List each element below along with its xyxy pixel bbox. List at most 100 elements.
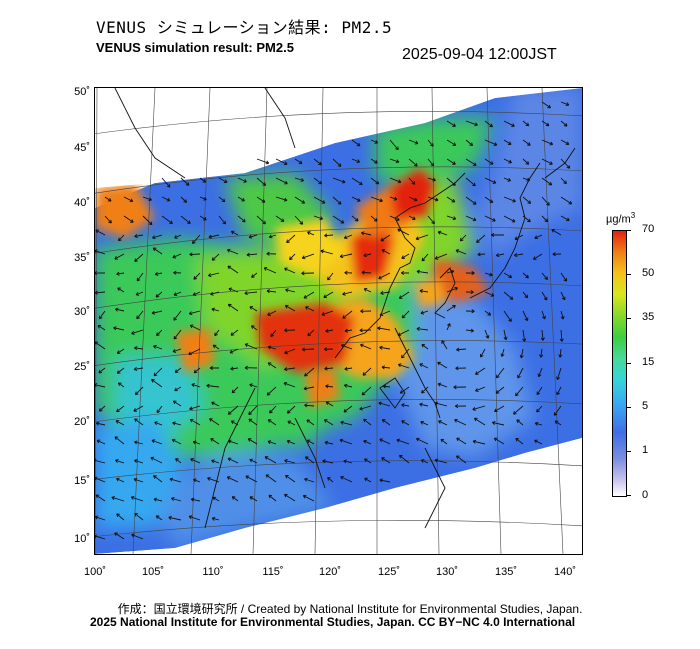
- wind-arrow: [116, 513, 125, 521]
- wind-arrow: [560, 177, 567, 185]
- wind-arrow: [133, 405, 144, 412]
- wind-arrow: [408, 177, 416, 185]
- wind-arrow: [427, 139, 434, 147]
- wind-arrow: [116, 405, 125, 413]
- wind-arrow: [515, 437, 524, 445]
- timestamp: 2025-09-04 12:00JST: [402, 46, 557, 63]
- wind-arrow: [301, 347, 315, 352]
- wind-arrow: [377, 326, 391, 331]
- wind-arrow: [237, 215, 246, 223]
- wind-arrow: [370, 139, 379, 144]
- wind-arrow: [560, 101, 570, 107]
- wind-arrow: [313, 196, 326, 204]
- colorbar: [612, 230, 627, 497]
- wind-arrow: [332, 196, 342, 205]
- wind-arrow: [211, 307, 220, 312]
- wind-arrow: [522, 196, 532, 204]
- wind-arrow: [503, 291, 514, 300]
- wind-arrow: [231, 386, 239, 394]
- wind-arrow: [396, 438, 410, 445]
- wind-arrow: [153, 344, 163, 350]
- wind-arrow: [408, 215, 416, 220]
- wind-arrow: [400, 270, 410, 275]
- wind-arrow: [553, 405, 562, 416]
- wind-arrow: [446, 139, 457, 146]
- coastlines: [114, 88, 576, 529]
- wind-arrow: [351, 177, 363, 186]
- wind-arrow: [231, 496, 239, 502]
- colorbar-tick-35: 35: [642, 311, 655, 323]
- wind-arrow: [267, 440, 277, 445]
- wind-arrow: [304, 456, 315, 464]
- wind-arrow: [265, 474, 277, 483]
- wind-arrow: [226, 476, 239, 483]
- wind-arrow: [294, 158, 303, 165]
- wind-arrow: [437, 382, 448, 388]
- wind-arrow: [294, 196, 306, 204]
- wind-arrow: [522, 139, 531, 146]
- wind-arrow: [267, 419, 277, 426]
- wind-arrow: [227, 405, 239, 415]
- wind-arrow: [116, 271, 125, 276]
- wind-arrow: [275, 215, 285, 222]
- wind-arrow: [190, 458, 201, 464]
- wind-arrow: [134, 512, 144, 521]
- wind-arrow: [554, 420, 562, 426]
- wind-arrow: [446, 196, 456, 203]
- wind-arrow: [134, 459, 144, 464]
- wind-arrow: [161, 196, 171, 202]
- wind-arrow: [556, 386, 562, 396]
- wind-arrow: [408, 196, 418, 202]
- wind-arrow: [174, 234, 182, 239]
- lat-tick-15: 15˚: [74, 475, 90, 487]
- wind-arrow: [465, 290, 474, 295]
- wind-arrow: [189, 252, 201, 257]
- wind-arrow: [537, 367, 543, 378]
- wind-arrow: [193, 478, 201, 483]
- wind-arrow: [438, 420, 448, 426]
- wind-arrow: [536, 405, 543, 413]
- wind-vectors: [95, 101, 573, 540]
- wind-arrow: [142, 215, 153, 226]
- wind-arrow: [95, 290, 106, 295]
- wind-arrow: [446, 286, 458, 293]
- wind-arrow: [516, 419, 524, 426]
- wind-arrow: [227, 265, 239, 274]
- wind-arrow: [123, 215, 134, 223]
- wind-arrow: [284, 459, 296, 464]
- wind-arrow: [284, 348, 296, 355]
- wind-arrow: [441, 340, 448, 350]
- wind-arrow: [343, 405, 353, 413]
- wind-arrow: [173, 291, 182, 296]
- wind-arrow: [172, 253, 182, 259]
- wind-arrow: [415, 234, 429, 241]
- wind-arrow: [172, 421, 182, 426]
- wind-arrow: [229, 348, 239, 354]
- wind-arrow: [401, 403, 410, 408]
- wind-arrow: [227, 248, 239, 255]
- wind-arrow: [465, 196, 477, 205]
- wind-arrow: [401, 253, 410, 259]
- wind-arrow: [453, 385, 467, 390]
- wind-arrow: [560, 291, 566, 301]
- wind-arrow: [323, 291, 334, 298]
- wind-arrow: [156, 329, 163, 336]
- title-english: VENUS simulation result: PM2.5: [96, 40, 294, 55]
- wind-arrow: [286, 439, 296, 445]
- lat-tick-50: 50˚: [74, 86, 90, 98]
- wind-arrow: [446, 269, 455, 274]
- wind-arrow: [307, 231, 315, 236]
- colorbar-tick-70: 70: [642, 223, 655, 235]
- wind-arrow: [379, 310, 391, 317]
- lat-tick-10: 10˚: [74, 533, 90, 545]
- wind-arrow: [503, 329, 508, 341]
- wind-arrow: [519, 348, 524, 359]
- wind-arrow: [446, 120, 456, 127]
- lat-tick-35: 35˚: [74, 252, 90, 264]
- wind-arrow: [212, 344, 220, 350]
- wind-arrow: [327, 477, 334, 483]
- wind-arrow: [378, 272, 391, 280]
- wind-arrow: [558, 348, 563, 358]
- wind-arrow: [381, 457, 391, 464]
- wind-arrow: [454, 418, 467, 426]
